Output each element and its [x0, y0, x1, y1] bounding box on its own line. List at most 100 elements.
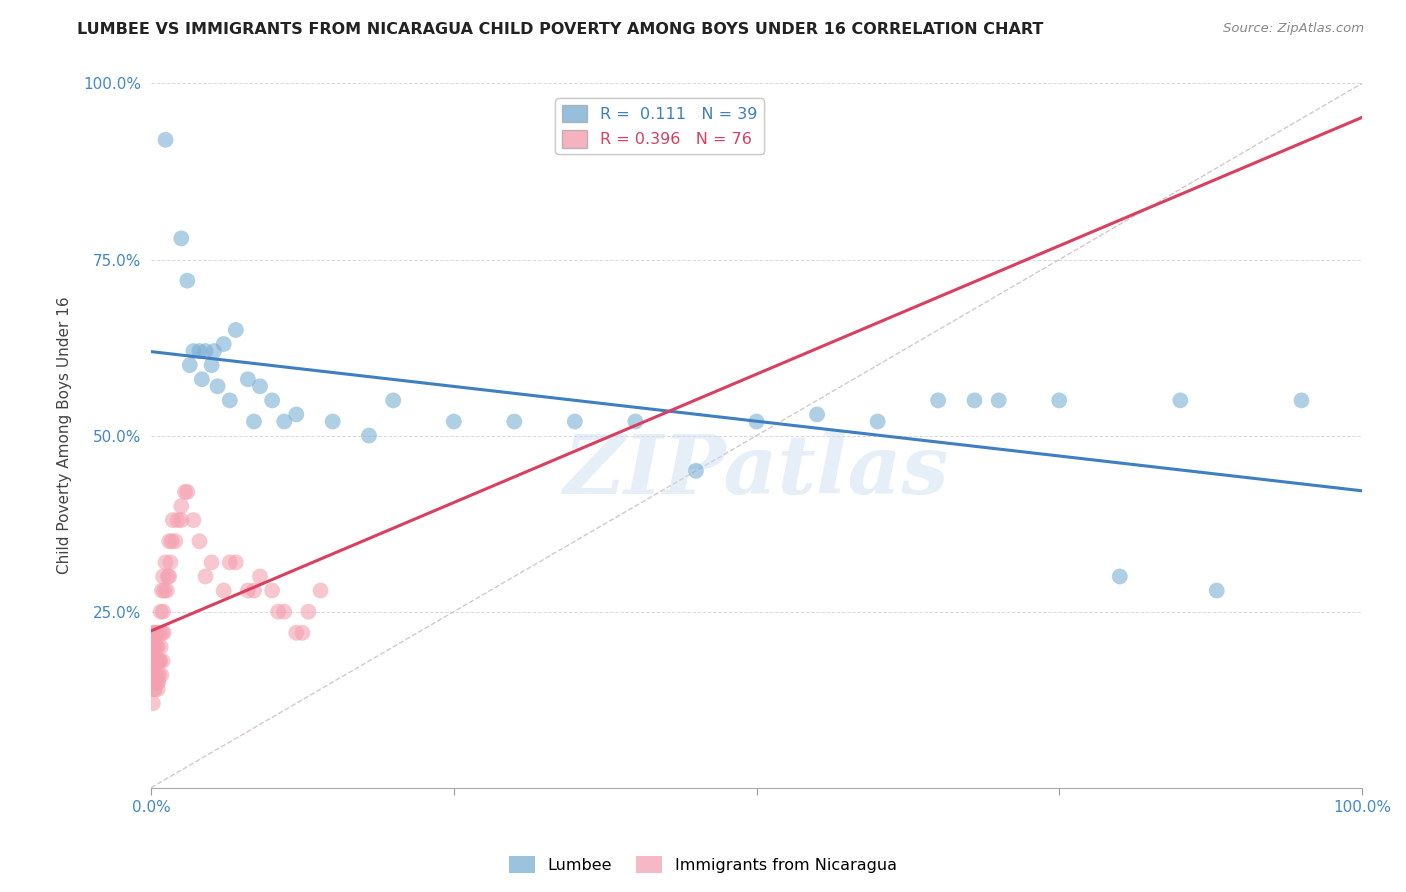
Point	[156, 569, 179, 583]
Point	[249, 569, 271, 583]
Point	[503, 415, 526, 429]
Point	[148, 654, 170, 668]
Point	[149, 640, 172, 654]
Point	[188, 344, 211, 359]
Point	[200, 358, 222, 372]
Text: Source: ZipAtlas.com: Source: ZipAtlas.com	[1223, 22, 1364, 36]
Point	[146, 640, 169, 654]
Point	[162, 513, 184, 527]
Point	[142, 654, 165, 668]
Point	[236, 583, 259, 598]
Point	[146, 625, 169, 640]
Point	[143, 675, 166, 690]
Point	[262, 583, 284, 598]
Point	[148, 625, 170, 640]
Point	[155, 133, 177, 147]
Point	[141, 640, 163, 654]
Point	[146, 682, 169, 697]
Point	[170, 499, 193, 513]
Point	[291, 625, 314, 640]
Point	[143, 682, 166, 697]
Point	[200, 555, 222, 569]
Point	[143, 640, 166, 654]
Point	[243, 415, 266, 429]
Point	[685, 464, 707, 478]
Point	[225, 323, 247, 337]
Point	[143, 668, 166, 682]
Point	[202, 344, 225, 359]
Legend: Lumbee, Immigrants from Nicaragua: Lumbee, Immigrants from Nicaragua	[503, 849, 903, 880]
Point	[152, 654, 174, 668]
Point	[143, 654, 166, 668]
Point	[183, 513, 205, 527]
Point	[143, 625, 166, 640]
Point	[150, 583, 173, 598]
Point	[212, 583, 235, 598]
Point	[153, 583, 176, 598]
Point	[156, 583, 179, 598]
Point	[150, 625, 173, 640]
Point	[143, 654, 166, 668]
Point	[145, 654, 167, 668]
Point	[357, 428, 380, 442]
Point	[141, 668, 163, 682]
Point	[176, 274, 198, 288]
Point	[141, 675, 163, 690]
Point	[165, 534, 187, 549]
Point	[141, 654, 163, 668]
Point	[142, 625, 165, 640]
Point	[166, 513, 188, 527]
Point	[322, 415, 344, 429]
Point	[146, 675, 169, 690]
Point	[142, 640, 165, 654]
Point	[148, 668, 170, 682]
Point	[273, 415, 295, 429]
Y-axis label: Child Poverty Among Boys Under 16: Child Poverty Among Boys Under 16	[58, 297, 72, 574]
Point	[236, 372, 259, 386]
Point	[152, 605, 174, 619]
Point	[443, 415, 465, 429]
Point	[218, 555, 240, 569]
Point	[1047, 393, 1070, 408]
Point	[170, 231, 193, 245]
Point	[866, 415, 889, 429]
Point	[170, 513, 193, 527]
Point	[1170, 393, 1192, 408]
Point	[745, 415, 768, 429]
Point	[218, 393, 240, 408]
Point	[183, 344, 205, 359]
Point	[267, 605, 290, 619]
Point	[159, 555, 181, 569]
Point	[194, 569, 217, 583]
Point	[142, 696, 165, 710]
Point	[285, 408, 308, 422]
Point	[1205, 583, 1227, 598]
Point	[285, 625, 308, 640]
Point	[624, 415, 647, 429]
Point	[243, 583, 266, 598]
Text: LUMBEE VS IMMIGRANTS FROM NICARAGUA CHILD POVERTY AMONG BOYS UNDER 16 CORRELATIO: LUMBEE VS IMMIGRANTS FROM NICARAGUA CHIL…	[77, 22, 1043, 37]
Point	[142, 654, 165, 668]
Point	[262, 393, 284, 408]
Point	[987, 393, 1010, 408]
Point	[143, 682, 166, 697]
Point	[149, 605, 172, 619]
Point	[212, 337, 235, 351]
Point	[145, 668, 167, 682]
Point	[179, 358, 201, 372]
Point	[176, 485, 198, 500]
Point	[806, 408, 828, 422]
Point	[145, 654, 167, 668]
Point	[273, 605, 295, 619]
Point	[174, 485, 197, 500]
Point	[150, 668, 173, 682]
Point	[927, 393, 949, 408]
Point	[382, 393, 405, 408]
Point	[152, 625, 174, 640]
Point	[191, 372, 214, 386]
Point	[145, 625, 167, 640]
Point	[160, 534, 183, 549]
Point	[157, 534, 180, 549]
Point	[148, 675, 170, 690]
Point	[1108, 569, 1130, 583]
